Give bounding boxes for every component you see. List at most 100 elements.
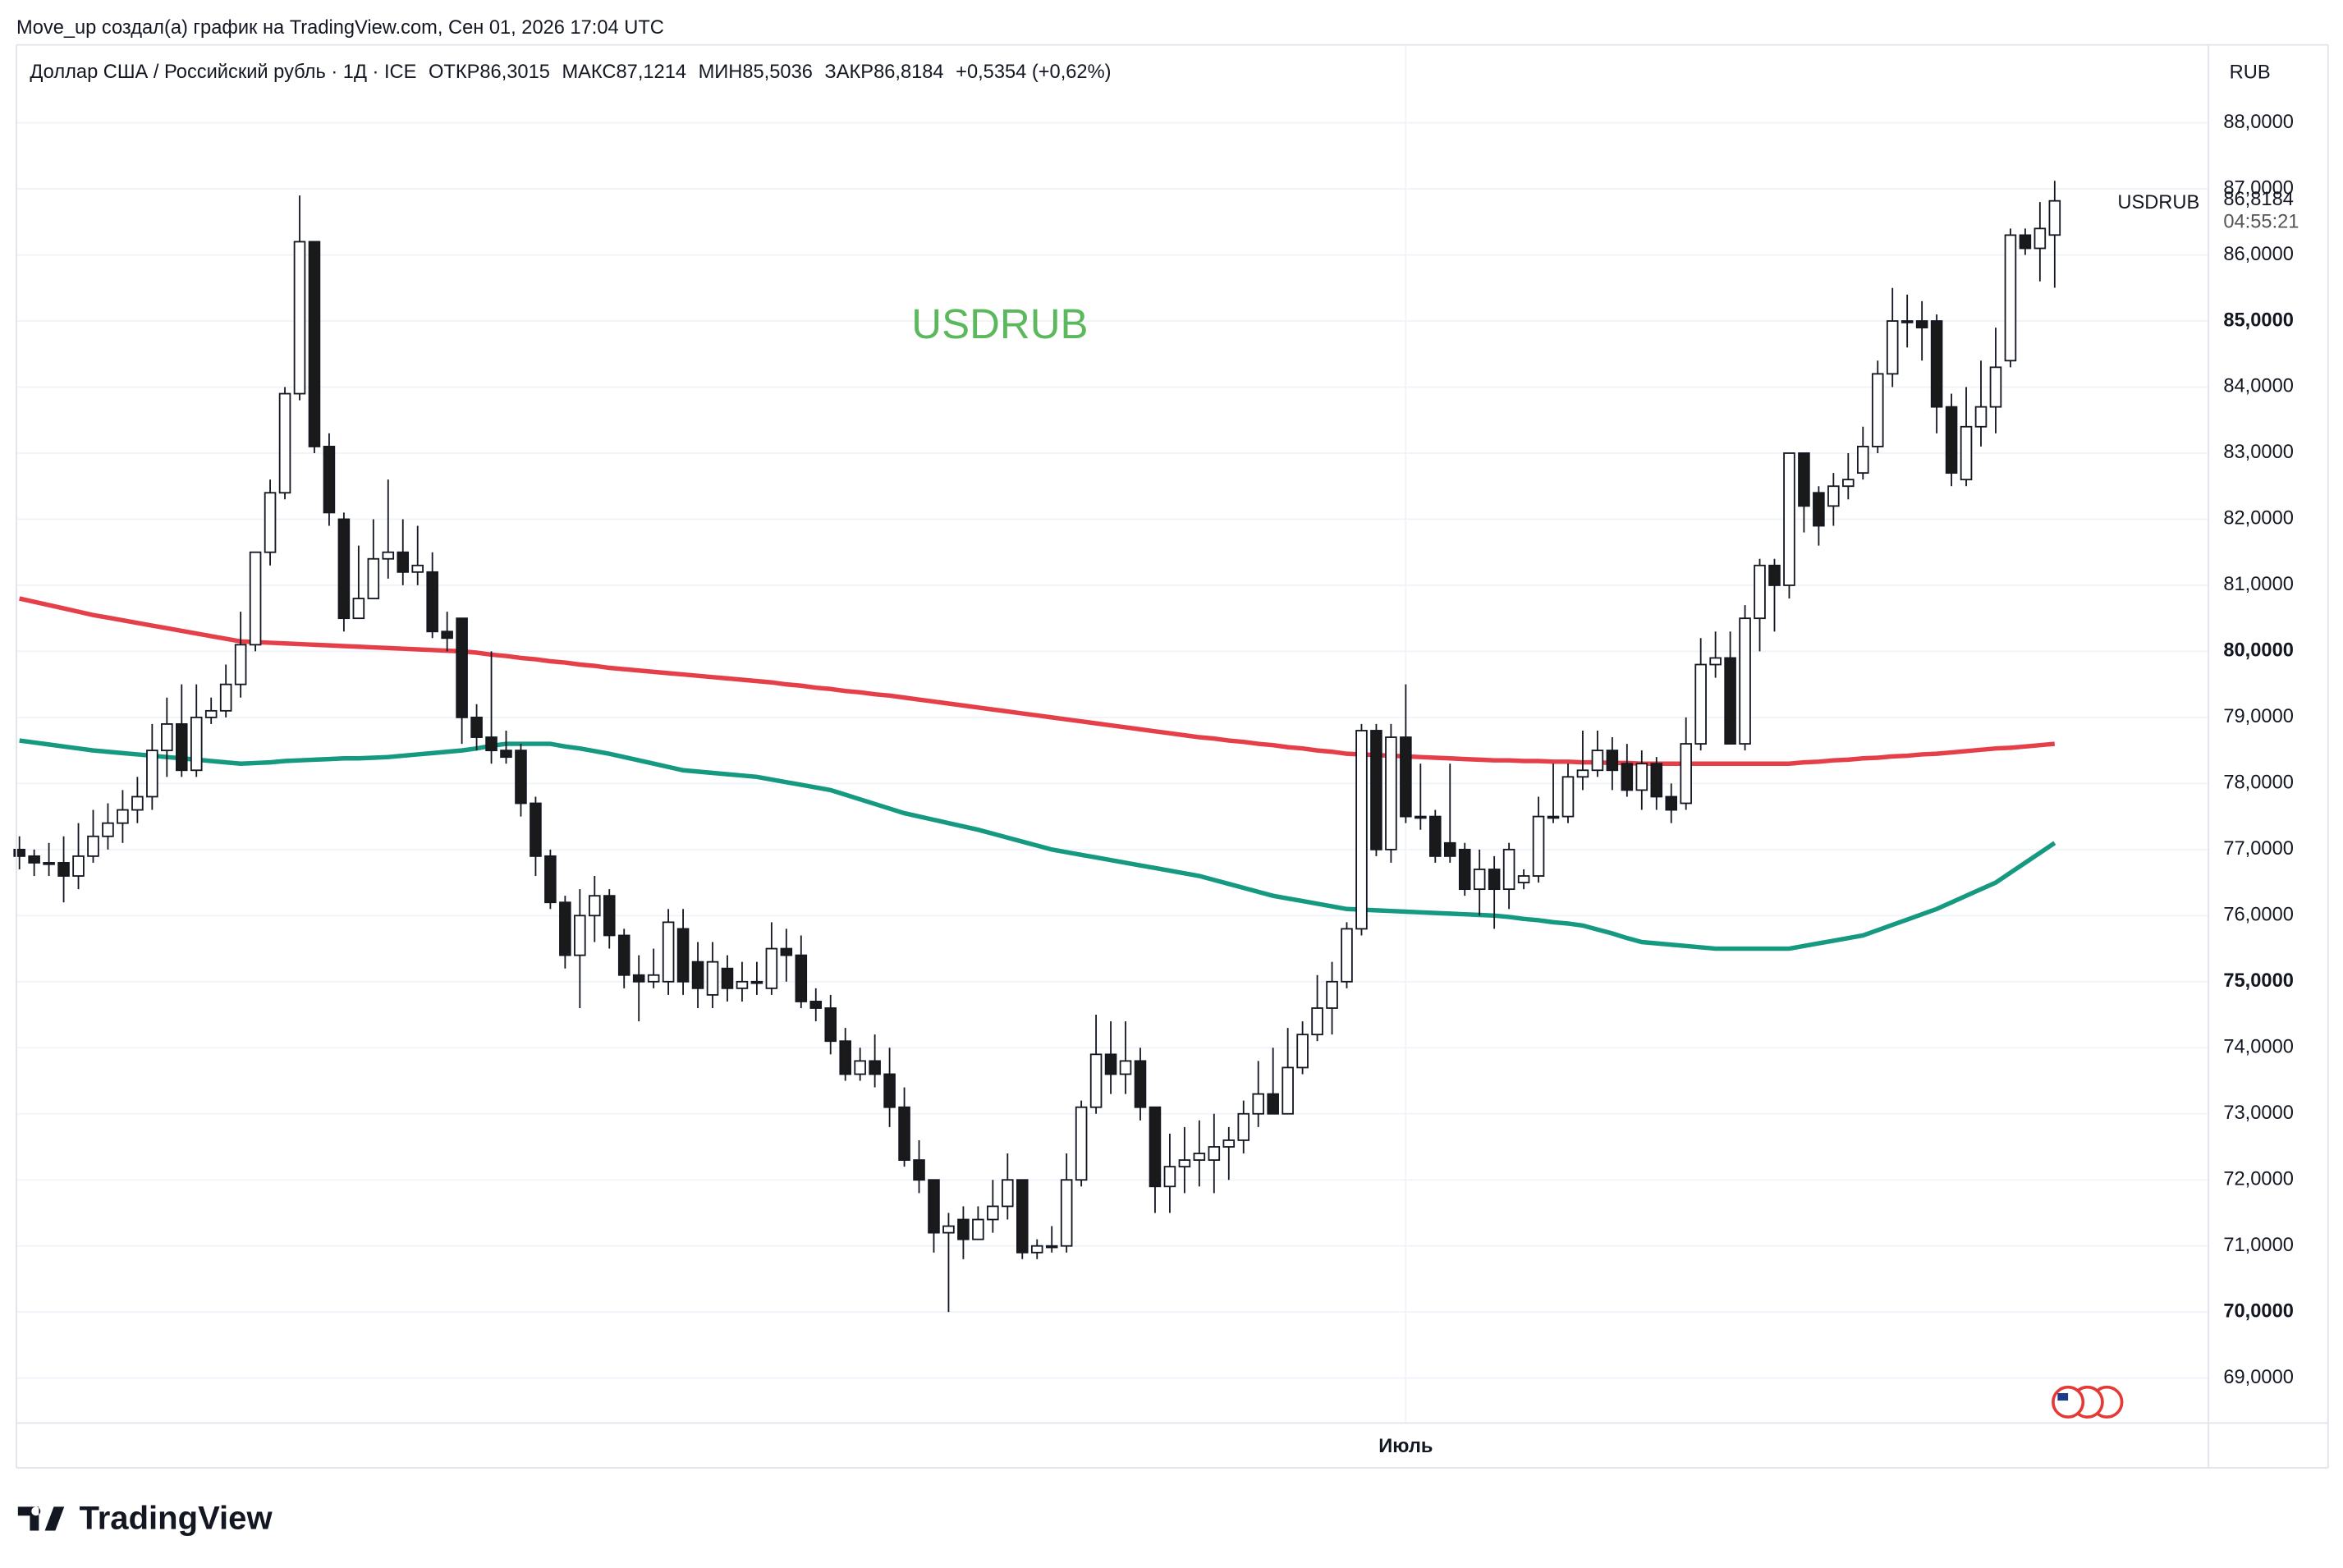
- candle-body: [1532, 815, 1545, 877]
- candle-body: [1842, 479, 1855, 488]
- last-price-box: [2211, 188, 2317, 236]
- candle-body: [883, 1073, 896, 1108]
- candle-body: [1415, 815, 1427, 819]
- y-tick-label: 83,0000: [2223, 442, 2294, 463]
- candle-body: [1002, 1179, 1014, 1208]
- candle-body: [1030, 1245, 1043, 1254]
- candle-body: [146, 750, 158, 798]
- candle-body: [1783, 452, 1795, 586]
- candle-body: [559, 901, 571, 956]
- candle-body: [1915, 320, 1928, 328]
- candle-body: [839, 1040, 851, 1075]
- currency[interactable]: RUB: [2230, 62, 2271, 83]
- candle-body: [470, 716, 483, 738]
- candle-body: [175, 723, 188, 772]
- candle-body: [942, 1225, 955, 1234]
- candle-body: [1045, 1245, 1058, 1249]
- candle-body: [1016, 1179, 1029, 1254]
- moving-average: [19, 596, 2056, 766]
- candle-body: [131, 795, 144, 811]
- ohlc-value: 85,5036: [742, 62, 813, 83]
- candle-body: [1591, 750, 1604, 772]
- candle-body: [515, 750, 527, 805]
- event-flags: [2052, 1385, 2124, 1419]
- candle-body: [898, 1106, 910, 1161]
- candle-body: [824, 1007, 837, 1043]
- candle-body: [928, 1179, 940, 1234]
- ohlc-value: 86,3015: [479, 62, 550, 83]
- y-tick-label: 82,0000: [2223, 508, 2294, 530]
- candle-body: [308, 241, 321, 447]
- candle-body: [1635, 763, 1648, 791]
- ohlc-label: МАКС: [562, 62, 616, 83]
- candle-body: [43, 862, 55, 865]
- candle-body: [1341, 928, 1353, 983]
- candle-body: [190, 716, 203, 772]
- symbol-legend: Доллар США / Российский рубль · 1Д · ICE…: [30, 62, 1111, 83]
- attribution: Move_up создал(а) график на TradingView.…: [16, 17, 664, 39]
- candle-body: [1724, 657, 1736, 745]
- candle-body: [750, 980, 763, 984]
- candle-body: [1149, 1106, 1162, 1188]
- candle-body: [1370, 730, 1382, 850]
- candle-body: [1237, 1112, 1250, 1141]
- candle-body: [1739, 617, 1751, 745]
- candle-body: [234, 644, 247, 685]
- brand-logo[interactable]: TradingView: [17, 1500, 273, 1536]
- candle-body: [1163, 1166, 1176, 1188]
- candle-body: [1208, 1146, 1221, 1161]
- y-tick-label: 70,0000: [2223, 1300, 2294, 1322]
- y-tick-label: 86,0000: [2223, 244, 2294, 265]
- candle-body: [264, 492, 277, 553]
- candle-body: [485, 736, 497, 752]
- y-tick-label: 71,0000: [2223, 1235, 2294, 1256]
- ohlc-value: 86,8184: [873, 62, 944, 83]
- candle-body: [736, 980, 749, 989]
- candle-body: [204, 709, 218, 718]
- candle-body: [57, 862, 70, 877]
- ohlc-label: ЗАКР: [824, 62, 873, 83]
- candle-body: [249, 551, 262, 646]
- x-tick-label: Июль: [1378, 1436, 1433, 1457]
- plot-area: [13, 44, 2209, 1424]
- candle-body: [1680, 743, 1692, 805]
- candle-body: [13, 848, 25, 857]
- candle-body: [1311, 1007, 1323, 1036]
- candle-body: [441, 630, 453, 640]
- logo-icon: [17, 1506, 65, 1531]
- candle-body: [765, 947, 778, 989]
- candle-body: [1193, 1153, 1206, 1161]
- currency-button[interactable]: [2217, 53, 2284, 90]
- candle-body: [337, 518, 351, 620]
- candle-body: [278, 392, 291, 494]
- candle-body: [869, 1060, 881, 1075]
- candle-body: [161, 723, 173, 752]
- candle-body: [1134, 1060, 1147, 1108]
- y-tick-label: 88,0000: [2223, 112, 2294, 133]
- candle-body: [1901, 320, 1914, 323]
- flag-icon[interactable]: [2052, 1385, 2085, 1419]
- candle-body: [647, 974, 660, 983]
- candle-body: [1709, 657, 1722, 666]
- candle-body: [1385, 736, 1397, 850]
- candle-body: [1252, 1093, 1264, 1115]
- candle-body: [1945, 406, 1958, 475]
- candle-body: [1547, 815, 1560, 819]
- candle-body: [809, 1001, 823, 1009]
- y-tick-label: 74,0000: [2223, 1037, 2294, 1058]
- candle-body: [411, 564, 424, 573]
- moving-average: [19, 738, 2056, 951]
- y-tick-label: 80,0000: [2223, 640, 2294, 662]
- candle-body: [1355, 730, 1368, 930]
- candle-body: [456, 617, 468, 718]
- candle-body: [1400, 736, 1412, 818]
- ohlc-value: 87,1214: [617, 62, 687, 83]
- candle-body: [676, 928, 690, 983]
- candle-body: [574, 915, 586, 956]
- candle-body: [1282, 1066, 1294, 1115]
- candle-body: [1060, 1179, 1073, 1247]
- candle-body: [1827, 485, 1840, 507]
- candle-body: [87, 835, 99, 857]
- candle-body: [987, 1205, 999, 1221]
- candle-body: [1488, 869, 1501, 891]
